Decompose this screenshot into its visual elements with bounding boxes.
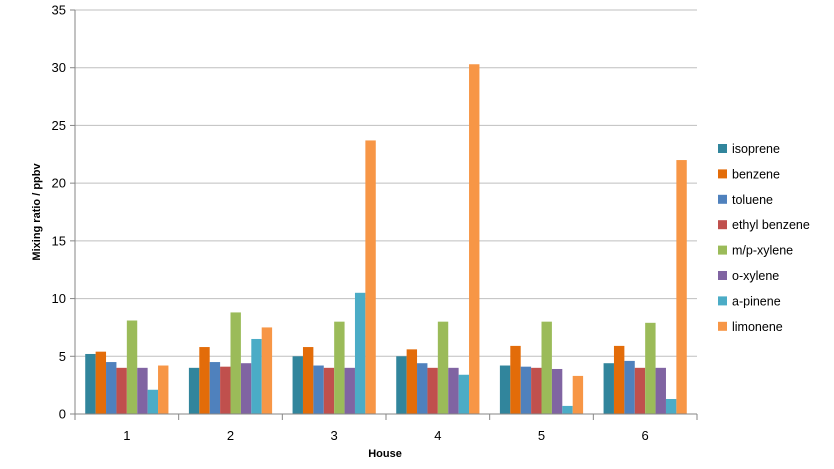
bar [199,347,210,414]
bar [240,363,252,414]
y-tick-label: 20 [52,176,66,191]
bar [562,405,573,414]
y-tick-label: 5 [59,349,66,364]
axes [74,10,698,420]
bar [116,367,127,414]
bar [209,362,221,414]
gridlines [70,9,697,415]
bar [251,338,262,414]
bar [406,349,418,414]
legend-label: a-pinene [732,294,781,308]
legend-swatch [718,194,727,204]
x-tick-labels: 1 2 3 4 5 6 [123,428,649,443]
bar [624,360,635,414]
bar [354,292,366,414]
y-tick-label: 25 [52,118,66,133]
bar [313,365,324,414]
y-tick-label: 30 [52,60,66,75]
bar [220,366,231,414]
bar [603,363,614,414]
bar [396,356,407,414]
legend-swatch [718,321,727,331]
legend-label: m/p-xylene [732,244,793,258]
bar [645,322,656,414]
bar [551,368,563,414]
bar [531,367,542,414]
y-tick-label: 15 [52,233,66,248]
legend-swatch [718,296,727,306]
x-tick-label: 4 [434,428,441,443]
bar [323,367,335,414]
bars [85,64,687,415]
legend-label: o-xylene [732,269,779,283]
bar [499,365,511,414]
bar [634,367,646,414]
bar [292,356,303,414]
legend-swatch [718,144,727,153]
bar [302,347,314,414]
bar [365,140,376,415]
legend-label: benzene [732,167,780,181]
bar [230,312,241,414]
bar [417,363,428,414]
bar [572,375,584,414]
bar [665,398,677,414]
bar [126,320,138,414]
y-tick-label: 10 [52,291,66,306]
bar [427,367,438,414]
x-tick-label: 5 [538,428,545,443]
x-tick-label: 6 [642,428,649,443]
x-tick-label: 2 [227,428,234,443]
y-axis-title: Mixing ratio / ppbv [31,163,43,261]
legend-label: isoprene [732,142,780,156]
bar [469,64,480,414]
bar [188,367,200,414]
bar [613,345,625,414]
bar [541,321,552,414]
bar [334,321,345,414]
legend-swatch [718,271,727,280]
bar [147,389,159,414]
bar [95,351,107,414]
bar [344,367,355,414]
bar [85,353,96,414]
bar [520,366,532,414]
legend-swatch [718,245,727,255]
bar [448,367,459,414]
x-axis-title: House [368,448,402,460]
legend: isoprene benzene toluene ethyl benzene m/p-x… [718,142,810,334]
bar [655,367,666,414]
legend-swatch [718,169,727,179]
legend-label: limonene [732,320,783,334]
legend-swatch [718,220,727,230]
bar [261,327,273,414]
y-tick-label: 35 [52,3,66,18]
y-tick-labels: 0 5 10 15 20 25 30 35 [52,3,66,422]
x-tick-label: 3 [331,428,338,443]
y-tick-label: 0 [59,407,66,422]
bar [458,374,470,414]
legend-label: ethyl benzene [732,218,810,232]
bar [437,321,449,414]
x-tick-label: 1 [123,428,130,443]
bar [137,367,148,414]
bar [158,365,169,414]
legend-label: toluene [732,193,773,207]
bar [676,160,687,414]
bar [510,345,521,414]
bar [106,362,117,414]
